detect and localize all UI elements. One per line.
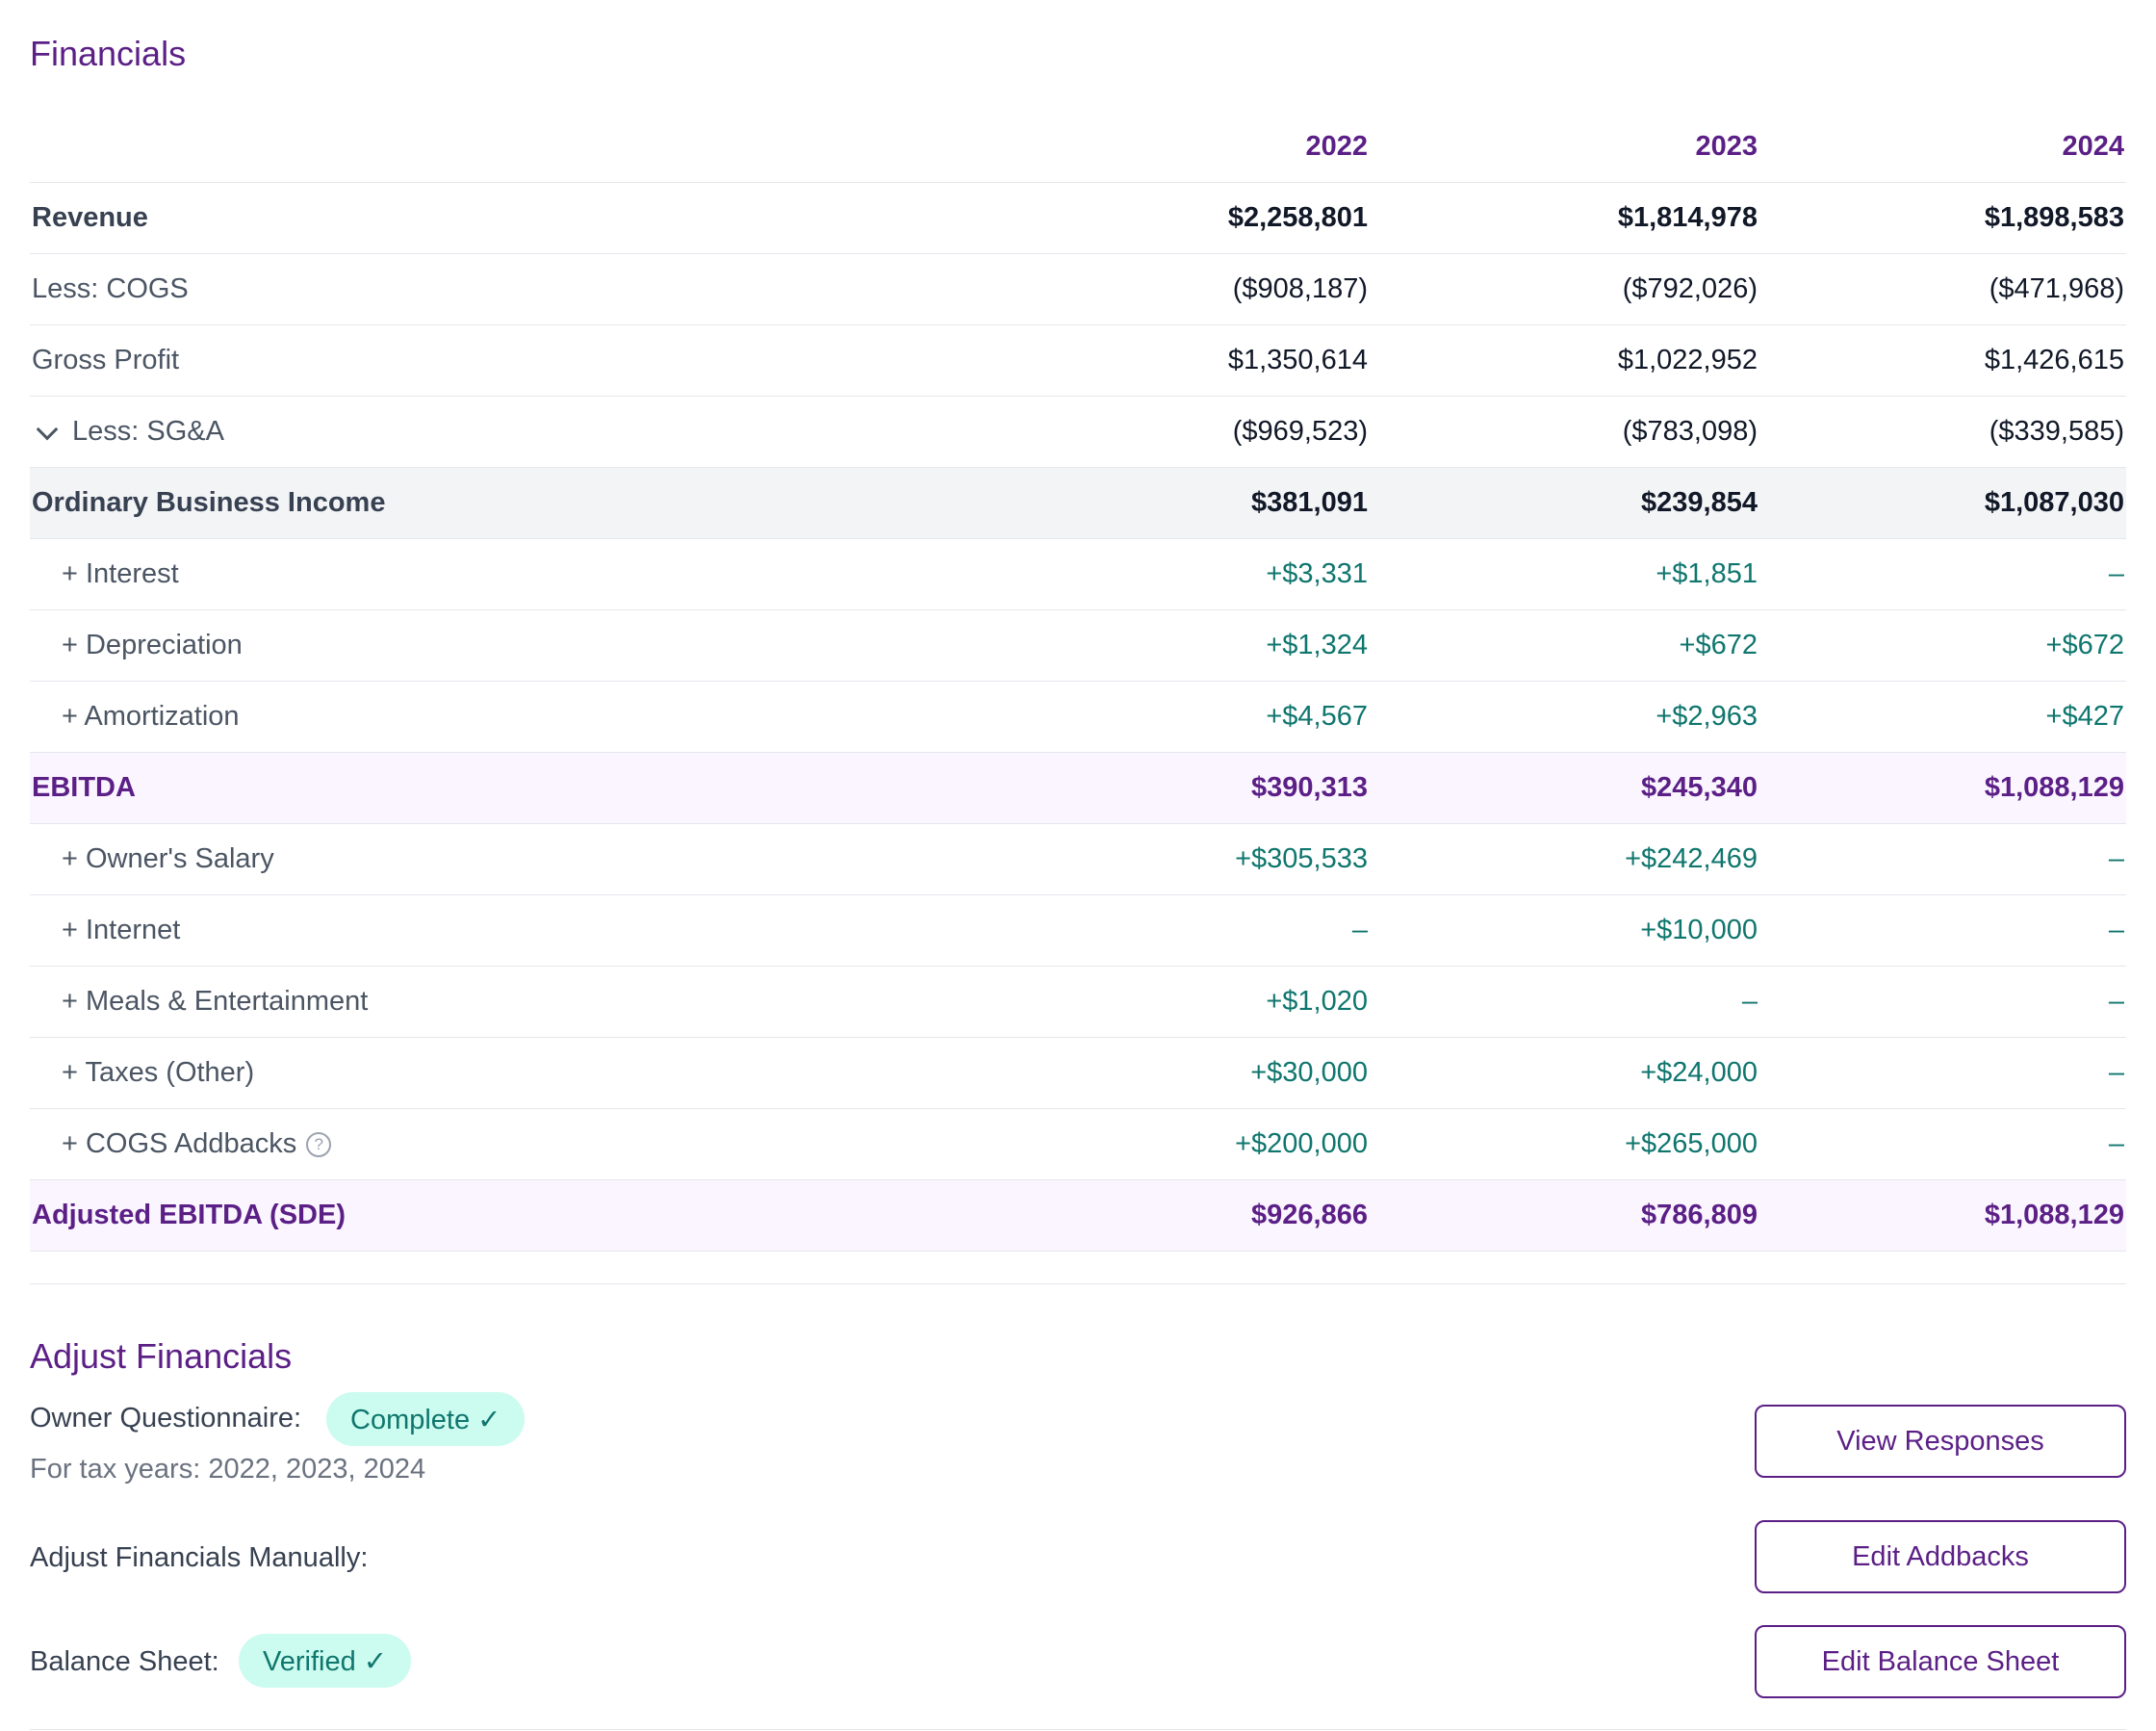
- value-cell: ($471,968): [1759, 253, 2126, 325]
- value-cell: +$265,000: [1370, 1108, 1759, 1180]
- value-cell: +$242,469: [1370, 823, 1759, 895]
- value-cell: $1,898,583: [1759, 182, 2126, 254]
- row-ebitda: EBITDA $390,313 $245,340 $1,088,129: [30, 752, 2126, 824]
- row-meals-entertainment: + Meals & Entertainment +$1,020 – –: [30, 966, 2126, 1038]
- row-cogs-addbacks: + COGS Addbacks? +$200,000 +$265,000 –: [30, 1108, 2126, 1180]
- value-cell: –: [1759, 894, 2126, 967]
- row-label: Revenue: [30, 182, 1008, 254]
- row-adjusted-ebitda: Adjusted EBITDA (SDE) $926,866 $786,809 …: [30, 1179, 2126, 1252]
- row-gross-profit: Gross Profit $1,350,614 $1,022,952 $1,42…: [30, 324, 2126, 397]
- row-taxes-other: + Taxes (Other) +$30,000 +$24,000 –: [30, 1037, 2126, 1109]
- value-cell: $1,426,615: [1759, 324, 2126, 397]
- row-label: Adjusted EBITDA (SDE): [30, 1179, 1008, 1252]
- row-label: EBITDA: [30, 752, 1008, 824]
- value-cell: ($792,026): [1370, 253, 1759, 325]
- header-label-cell: [30, 112, 1008, 183]
- row-label: Less: COGS: [30, 253, 1008, 325]
- value-cell: $786,809: [1370, 1179, 1759, 1252]
- year-header: 2022: [1008, 112, 1370, 183]
- financials-title: Financials: [30, 34, 187, 73]
- value-cell: ($969,523): [1008, 396, 1370, 468]
- value-cell: +$24,000: [1370, 1037, 1759, 1109]
- bottom-divider: [30, 1729, 2126, 1730]
- value-cell: $1,087,030: [1759, 467, 2126, 539]
- value-cell: +$1,020: [1008, 966, 1370, 1038]
- value-cell: $1,022,952: [1370, 324, 1759, 397]
- row-interest: + Interest +$3,331 +$1,851 –: [30, 538, 2126, 610]
- row-label: + Taxes (Other): [30, 1037, 1008, 1109]
- value-cell: –: [1759, 966, 2126, 1038]
- value-cell: $1,350,614: [1008, 324, 1370, 397]
- row-amortization: + Amortization +$4,567 +$2,963 +$427: [30, 681, 2126, 753]
- row-label-cell: + COGS Addbacks?: [30, 1108, 1008, 1180]
- owner-questionnaire-label: Owner Questionnaire:: [30, 1403, 302, 1434]
- value-cell: +$4,567: [1008, 681, 1370, 753]
- help-circle-icon[interactable]: ?: [306, 1131, 332, 1157]
- row-label: Ordinary Business Income: [30, 467, 1008, 539]
- row-label: + Amortization: [30, 681, 1008, 753]
- balance-sheet-status-badge: Verified ✓: [239, 1634, 412, 1688]
- value-cell: –: [1759, 1108, 2126, 1180]
- value-cell: +$2,963: [1370, 681, 1759, 753]
- view-responses-button[interactable]: View Responses: [1755, 1405, 2126, 1478]
- sga-toggle[interactable]: Less: SG&A: [30, 396, 1008, 468]
- adjust-financials-title: Adjust Financials: [30, 1336, 293, 1376]
- chevron-down-icon[interactable]: [36, 418, 59, 441]
- value-cell: $1,814,978: [1370, 182, 1759, 254]
- value-cell: $926,866: [1008, 1179, 1370, 1252]
- tax-years-text: For tax years: 2022, 2023, 2024: [30, 1454, 426, 1485]
- year-header: 2024: [1759, 112, 2126, 183]
- value-cell: +$672: [1759, 609, 2126, 682]
- value-cell: ($783,098): [1370, 396, 1759, 468]
- row-label: Gross Profit: [30, 324, 1008, 397]
- value-cell: –: [1370, 966, 1759, 1038]
- value-cell: $239,854: [1370, 467, 1759, 539]
- value-cell: +$10,000: [1370, 894, 1759, 967]
- value-cell: +$200,000: [1008, 1108, 1370, 1180]
- value-cell: $1,088,129: [1759, 1179, 2126, 1252]
- value-cell: +$3,331: [1008, 538, 1370, 610]
- value-cell: –: [1759, 1037, 2126, 1109]
- row-internet: + Internet – +$10,000 –: [30, 894, 2126, 967]
- row-label: + Depreciation: [30, 609, 1008, 682]
- value-cell: –: [1759, 538, 2126, 610]
- value-cell: $1,088,129: [1759, 752, 2126, 824]
- value-cell: +$672: [1370, 609, 1759, 682]
- value-cell: +$30,000: [1008, 1037, 1370, 1109]
- value-cell: $381,091: [1008, 467, 1370, 539]
- row-owners-salary: + Owner's Salary +$305,533 +$242,469 –: [30, 823, 2126, 895]
- value-cell: $2,258,801: [1008, 182, 1370, 254]
- edit-addbacks-button[interactable]: Edit Addbacks: [1755, 1520, 2126, 1593]
- financials-table: 2022 2023 2024 Revenue $2,258,801 $1,814…: [30, 112, 2126, 1252]
- value-cell: –: [1759, 823, 2126, 895]
- year-header-row: 2022 2023 2024: [30, 112, 2126, 183]
- year-header: 2023: [1370, 112, 1759, 183]
- value-cell: –: [1008, 894, 1370, 967]
- row-label: + Interest: [30, 538, 1008, 610]
- value-cell: +$1,324: [1008, 609, 1370, 682]
- value-cell: +$1,851: [1370, 538, 1759, 610]
- row-label: + Meals & Entertainment: [30, 966, 1008, 1038]
- value-cell: ($339,585): [1759, 396, 2126, 468]
- questionnaire-status-badge: Complete ✓: [326, 1392, 526, 1446]
- value-cell: $390,313: [1008, 752, 1370, 824]
- value-cell: +$305,533: [1008, 823, 1370, 895]
- row-label: + Internet: [30, 894, 1008, 967]
- section-divider: [30, 1283, 2126, 1284]
- row-ordinary-business-income: Ordinary Business Income $381,091 $239,8…: [30, 467, 2126, 539]
- row-sga[interactable]: Less: SG&A ($969,523) ($783,098) ($339,5…: [30, 396, 2126, 468]
- row-label: Less: SG&A: [72, 415, 224, 447]
- value-cell: ($908,187): [1008, 253, 1370, 325]
- row-depreciation: + Depreciation +$1,324 +$672 +$672: [30, 609, 2126, 682]
- row-label: + Owner's Salary: [30, 823, 1008, 895]
- row-revenue: Revenue $2,258,801 $1,814,978 $1,898,583: [30, 182, 2126, 254]
- edit-balance-sheet-button[interactable]: Edit Balance Sheet: [1755, 1625, 2126, 1698]
- row-cogs: Less: COGS ($908,187) ($792,026) ($471,9…: [30, 253, 2126, 325]
- row-label: + COGS Addbacks: [62, 1127, 297, 1159]
- value-cell: +$427: [1759, 681, 2126, 753]
- value-cell: $245,340: [1370, 752, 1759, 824]
- balance-sheet-label: Balance Sheet:: [30, 1646, 219, 1677]
- adjust-manually-label: Adjust Financials Manually:: [30, 1542, 369, 1573]
